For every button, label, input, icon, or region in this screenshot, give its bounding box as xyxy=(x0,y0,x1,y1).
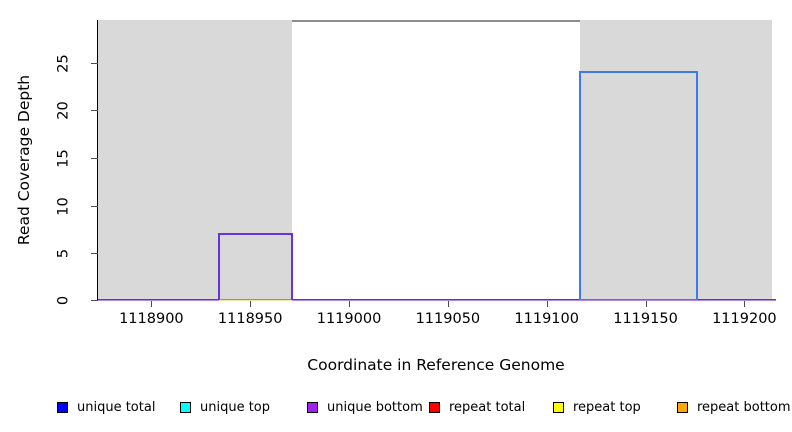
legend-item-repeat-bottom: repeat bottom xyxy=(677,398,791,416)
y-axis-tick xyxy=(91,62,98,64)
x-axis-tick xyxy=(349,301,351,307)
baseline-segment xyxy=(580,299,697,300)
clipped-coverage-line xyxy=(291,20,581,22)
legend-swatch-icon xyxy=(307,401,318,413)
x-axis-tick-label: 1118950 xyxy=(217,311,283,327)
x-axis-tick xyxy=(645,301,647,307)
y-axis-tick xyxy=(91,158,98,160)
x-axis-tick xyxy=(744,301,746,307)
y-axis-tick xyxy=(91,110,98,112)
y-axis-tick xyxy=(91,300,98,301)
legend-label: repeat bottom xyxy=(697,399,791,415)
legend-item-repeat-total: repeat total xyxy=(429,398,525,416)
y-axis-tick-label: 25 xyxy=(55,54,71,73)
legend-label: unique total xyxy=(77,399,156,415)
coverage-box-unique-total xyxy=(579,71,698,300)
legend: unique total unique top unique bottom repea… xyxy=(0,398,792,418)
y-axis-tick xyxy=(91,253,98,255)
repeat-region xyxy=(580,20,773,301)
y-axis-tick-label: 0 xyxy=(55,295,71,306)
y-axis-tick-label: 10 xyxy=(55,197,71,216)
legend-swatch-icon xyxy=(553,401,564,413)
y-axis-tick-label: 20 xyxy=(55,101,71,121)
legend-swatch-icon xyxy=(677,401,688,413)
plot-area: 1118900 1118950 1119000 1119050 1119100 11191… xyxy=(55,20,777,327)
legend-item-repeat-top: repeat top xyxy=(553,398,641,416)
y-axis-tick xyxy=(91,205,98,207)
x-axis-tick-label: 1119100 xyxy=(514,311,579,327)
legend-item-unique-bottom: unique bottom xyxy=(307,398,423,416)
legend-label: unique top xyxy=(200,399,271,415)
x-axis-tick-label: 1119000 xyxy=(316,311,382,327)
x-axis-tick xyxy=(447,301,449,307)
y-axis-title: Read Coverage Depth xyxy=(15,74,33,246)
legend-swatch-icon xyxy=(180,401,191,413)
x-axis-title: Coordinate in Reference Genome xyxy=(307,356,565,374)
legend-label: unique bottom xyxy=(327,399,423,415)
x-axis-tick xyxy=(151,301,153,307)
baseline-unique-total-line xyxy=(98,299,776,300)
y-axis-tick-label: 15 xyxy=(55,149,71,168)
baseline-unique-bottom-line xyxy=(98,300,776,301)
x-axis-tick-label: 1119200 xyxy=(712,311,777,327)
legend-swatch-icon xyxy=(57,401,68,413)
legend-item-unique-total: unique total xyxy=(57,398,155,416)
x-axis-tick xyxy=(250,301,252,307)
x-axis-tick-label: 1119150 xyxy=(613,311,678,327)
x-axis-tick-label: 1118900 xyxy=(119,311,184,327)
baseline-segment-under xyxy=(218,300,292,301)
x-axis-tick xyxy=(546,301,548,307)
y-axis-tick-label: 5 xyxy=(55,249,71,259)
legend-label: repeat total xyxy=(449,399,526,415)
legend-label: repeat top xyxy=(573,399,641,415)
x-axis-tick-label: 1119050 xyxy=(415,311,481,327)
legend-swatch-icon xyxy=(429,401,440,413)
baseline-segment xyxy=(218,299,292,300)
repeat-region xyxy=(98,20,292,301)
baseline-segment-under xyxy=(580,300,697,301)
coverage-box-unique-bottom xyxy=(217,233,293,300)
legend-item-unique-top: unique top xyxy=(180,398,270,416)
